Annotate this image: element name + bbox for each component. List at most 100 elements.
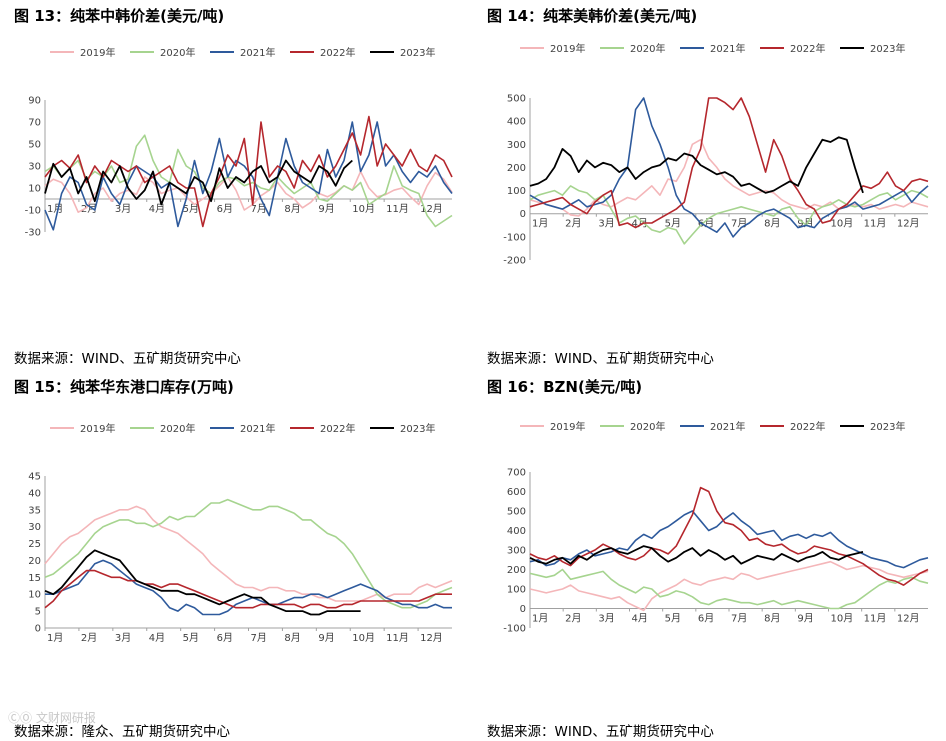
y-tick-label: 70 [28, 118, 41, 129]
y-tick-label: 30 [28, 162, 41, 173]
legend-label: 2021年 [240, 46, 275, 59]
x-tick-label: 7月 [731, 613, 747, 625]
x-tick-label: 8月 [764, 613, 780, 625]
chart-title: 图 13：纯苯中韩价差(美元/吨) [14, 7, 225, 25]
legend-label: 2019年 [80, 46, 115, 59]
x-tick-label: 9月 [318, 632, 334, 644]
x-tick-label: 12月 [897, 218, 920, 230]
legend-label: 2019年 [550, 42, 585, 55]
x-tick-label: 2月 [81, 632, 97, 644]
y-tick-label: 500 [507, 507, 526, 518]
legend-label: 2022年 [320, 46, 355, 59]
legend-label: 2020年 [630, 420, 665, 433]
y-tick-label: 200 [507, 163, 526, 174]
x-tick-label: 7月 [251, 632, 267, 644]
chart-fig14: 2019年 2020年 2021年 2022年 2023年 500 400 300 200 100… [503, 42, 929, 267]
x-tick-label: 5月 [665, 218, 681, 230]
y-tick-label: 500 [507, 94, 526, 105]
chart-title: 图 15：纯苯华东港口库存(万吨) [14, 378, 234, 396]
legend-label: 2020年 [160, 46, 195, 59]
series-line-2019 [529, 138, 929, 217]
y-tick-label: -200 [503, 256, 526, 267]
y-tick-label: 300 [507, 546, 526, 557]
chart-source: 数据来源：隆众、五矿期货研究中心 [14, 724, 230, 740]
series-line-2023 [529, 545, 864, 565]
series-line-2022 [44, 569, 452, 609]
y-tick-label: 30 [28, 522, 41, 533]
legend-label: 2022年 [790, 42, 825, 55]
legend-label: 2022年 [790, 420, 825, 433]
y-tick-label: 600 [507, 487, 526, 498]
x-tick-label: 10月 [831, 613, 854, 625]
legend-label: 2023年 [870, 42, 905, 55]
series-line-2020 [44, 498, 453, 609]
chart-title: 图 16：BZN(美元/吨) [487, 378, 643, 396]
chart-source: 数据来源：WIND、五矿期货研究中心 [487, 351, 714, 367]
x-tick-label: 1月 [532, 613, 548, 625]
y-tick-label: 0 [520, 209, 526, 220]
series-line-2021 [529, 510, 929, 569]
x-tick-label: 5月 [183, 203, 199, 215]
x-tick-label: 11月 [864, 613, 887, 625]
chart-source: 数据来源：WIND、五矿期货研究中心 [487, 724, 714, 740]
series-line-2022 [529, 486, 929, 586]
y-tick-label: 100 [507, 186, 526, 197]
y-tick-label: 100 [507, 585, 526, 596]
y-tick-label: 0 [520, 604, 526, 615]
series-line-2019 [44, 505, 453, 602]
y-tick-label: 400 [507, 117, 526, 128]
series-line-2023 [44, 549, 361, 616]
x-tick-label: 1月 [47, 203, 63, 215]
x-tick-label: 6月 [217, 203, 233, 215]
series-line-2022 [44, 115, 453, 228]
legend-label: 2019年 [550, 420, 585, 433]
x-tick-label: 8月 [764, 218, 780, 230]
y-tick-label: 10 [28, 590, 41, 601]
x-tick-label: 6月 [698, 613, 714, 625]
x-tick-label: 7月 [731, 218, 747, 230]
y-tick-label: -30 [25, 228, 41, 239]
x-tick-label: 5月 [183, 632, 199, 644]
x-tick-label: 2月 [565, 218, 581, 230]
legend-label: 2023年 [400, 422, 435, 435]
legend-label: 2020年 [160, 422, 195, 435]
y-tick-label: 15 [28, 573, 41, 584]
x-tick-label: 3月 [115, 632, 131, 644]
y-tick-label: 0 [35, 624, 41, 635]
x-tick-label: 12月 [420, 632, 443, 644]
y-tick-label: 90 [28, 96, 41, 107]
y-tick-label: 20 [28, 556, 41, 567]
watermark: ⒸⓄ 文财网研报 [8, 711, 96, 725]
x-tick-label: 10月 [352, 203, 375, 215]
x-tick-label: 11月 [386, 203, 409, 215]
x-tick-label: 5月 [665, 613, 681, 625]
legend-label: 2021年 [240, 422, 275, 435]
x-tick-label: 3月 [598, 613, 614, 625]
y-tick-label: 50 [28, 140, 41, 151]
series-line-2020 [529, 185, 929, 245]
series-line-2023 [529, 136, 864, 194]
y-tick-label: 10 [28, 184, 41, 195]
y-tick-label: 400 [507, 526, 526, 537]
x-tick-label: 3月 [115, 203, 131, 215]
x-tick-label: 4月 [632, 613, 648, 625]
x-tick-label: 8月 [284, 632, 300, 644]
legend-label: 2020年 [630, 42, 665, 55]
legend-label: 2021年 [710, 42, 745, 55]
x-tick-label: 7月 [251, 203, 267, 215]
y-tick-label: 5 [35, 607, 41, 618]
legend-label: 2021年 [710, 420, 745, 433]
chart-fig13: 2019年 2020年 2021年 2022年 2023年 90 70 50 30 10 -10 -3… [25, 46, 453, 239]
x-tick-label: 6月 [217, 632, 233, 644]
legend-label: 2019年 [80, 422, 115, 435]
y-tick-label: -10 [25, 206, 41, 217]
chart-fig16: 2019年 2020年 2021年 2022年 2023年 700 600 500 400 300… [503, 420, 929, 635]
y-tick-label: 35 [28, 505, 41, 516]
x-tick-label: 4月 [149, 632, 165, 644]
y-tick-label: 45 [28, 472, 41, 483]
y-tick-label: 25 [28, 539, 41, 550]
x-tick-label: 2月 [565, 613, 581, 625]
x-tick-label: 11月 [386, 632, 409, 644]
x-tick-label: 1月 [47, 632, 63, 644]
legend-label: 2022年 [320, 422, 355, 435]
